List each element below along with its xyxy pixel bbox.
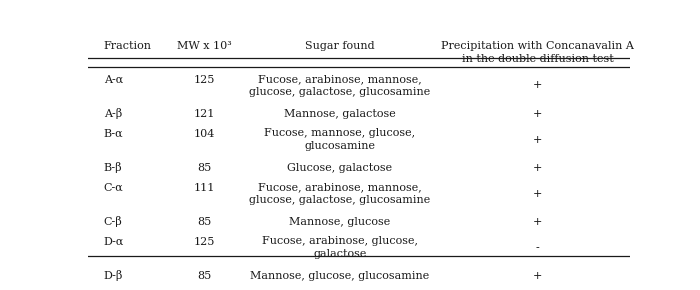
Text: Sugar found: Sugar found [305, 41, 374, 52]
Text: B-α: B-α [104, 129, 123, 139]
Text: Fucose, arabinose, mannose,
glucose, galactose, glucosamine: Fucose, arabinose, mannose, glucose, gal… [249, 182, 430, 205]
Text: D-β: D-β [104, 270, 123, 281]
Text: -: - [536, 243, 540, 253]
Text: A-β: A-β [104, 108, 122, 119]
Text: Mannose, galactose: Mannose, galactose [284, 109, 396, 119]
Text: Glucose, galactose: Glucose, galactose [287, 163, 392, 173]
Text: Precipitation with Concanavalin A
in the double diffusion test: Precipitation with Concanavalin A in the… [441, 41, 634, 64]
Text: B-β: B-β [104, 162, 122, 173]
Text: 85: 85 [197, 163, 211, 173]
Text: +: + [533, 135, 542, 144]
Text: +: + [533, 163, 542, 173]
Text: Mannose, glucose, glucosamine: Mannose, glucose, glucosamine [250, 271, 429, 281]
Text: C-α: C-α [104, 183, 123, 193]
Text: Fucose, mannose, glucose,
glucosamine: Fucose, mannose, glucose, glucosamine [264, 128, 415, 151]
Text: Fucose, arabinose, glucose,
galactose: Fucose, arabinose, glucose, galactose [262, 236, 418, 259]
Text: D-α: D-α [104, 237, 124, 247]
Text: 111: 111 [193, 183, 215, 193]
Text: +: + [533, 109, 542, 119]
Text: Mannose, glucose: Mannose, glucose [289, 217, 391, 227]
Text: Fraction: Fraction [104, 41, 152, 52]
Text: +: + [533, 271, 542, 281]
Text: 104: 104 [193, 129, 215, 139]
Text: +: + [533, 217, 542, 227]
Text: 125: 125 [193, 237, 215, 247]
Text: MW x 10³: MW x 10³ [177, 41, 232, 52]
Text: 125: 125 [193, 75, 215, 85]
Text: 121: 121 [193, 109, 215, 119]
Text: C-β: C-β [104, 216, 122, 227]
Text: +: + [533, 188, 542, 199]
Text: A-α: A-α [104, 75, 123, 85]
Text: +: + [533, 81, 542, 90]
Text: 85: 85 [197, 271, 211, 281]
Text: Fucose, arabinose, mannose,
glucose, galactose, glucosamine: Fucose, arabinose, mannose, glucose, gal… [249, 74, 430, 97]
Text: 85: 85 [197, 217, 211, 227]
